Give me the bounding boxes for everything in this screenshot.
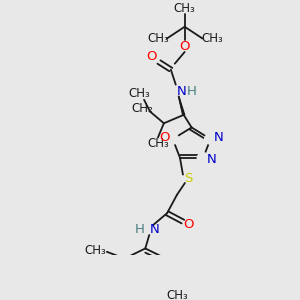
Circle shape xyxy=(205,134,216,144)
Text: CH₃: CH₃ xyxy=(84,244,106,256)
Text: H: H xyxy=(187,85,196,98)
Text: CH₃: CH₃ xyxy=(202,32,223,45)
Text: CH₃: CH₃ xyxy=(147,32,169,45)
Text: S: S xyxy=(184,172,192,185)
Text: CH₃: CH₃ xyxy=(166,289,188,300)
Text: O: O xyxy=(184,218,194,232)
Text: N: N xyxy=(206,153,216,166)
Text: N: N xyxy=(149,224,159,236)
Text: CH₃: CH₃ xyxy=(174,2,196,15)
Text: CH₂: CH₂ xyxy=(131,102,153,115)
Text: N: N xyxy=(214,131,223,144)
Text: CH₃: CH₃ xyxy=(147,137,169,150)
Circle shape xyxy=(197,153,209,163)
Circle shape xyxy=(167,134,179,144)
Text: CH₃: CH₃ xyxy=(128,87,150,101)
Text: O: O xyxy=(160,131,170,144)
Text: H: H xyxy=(134,224,144,236)
Text: O: O xyxy=(179,40,190,53)
Text: O: O xyxy=(147,50,157,63)
Text: N: N xyxy=(177,85,187,98)
Polygon shape xyxy=(179,96,185,115)
